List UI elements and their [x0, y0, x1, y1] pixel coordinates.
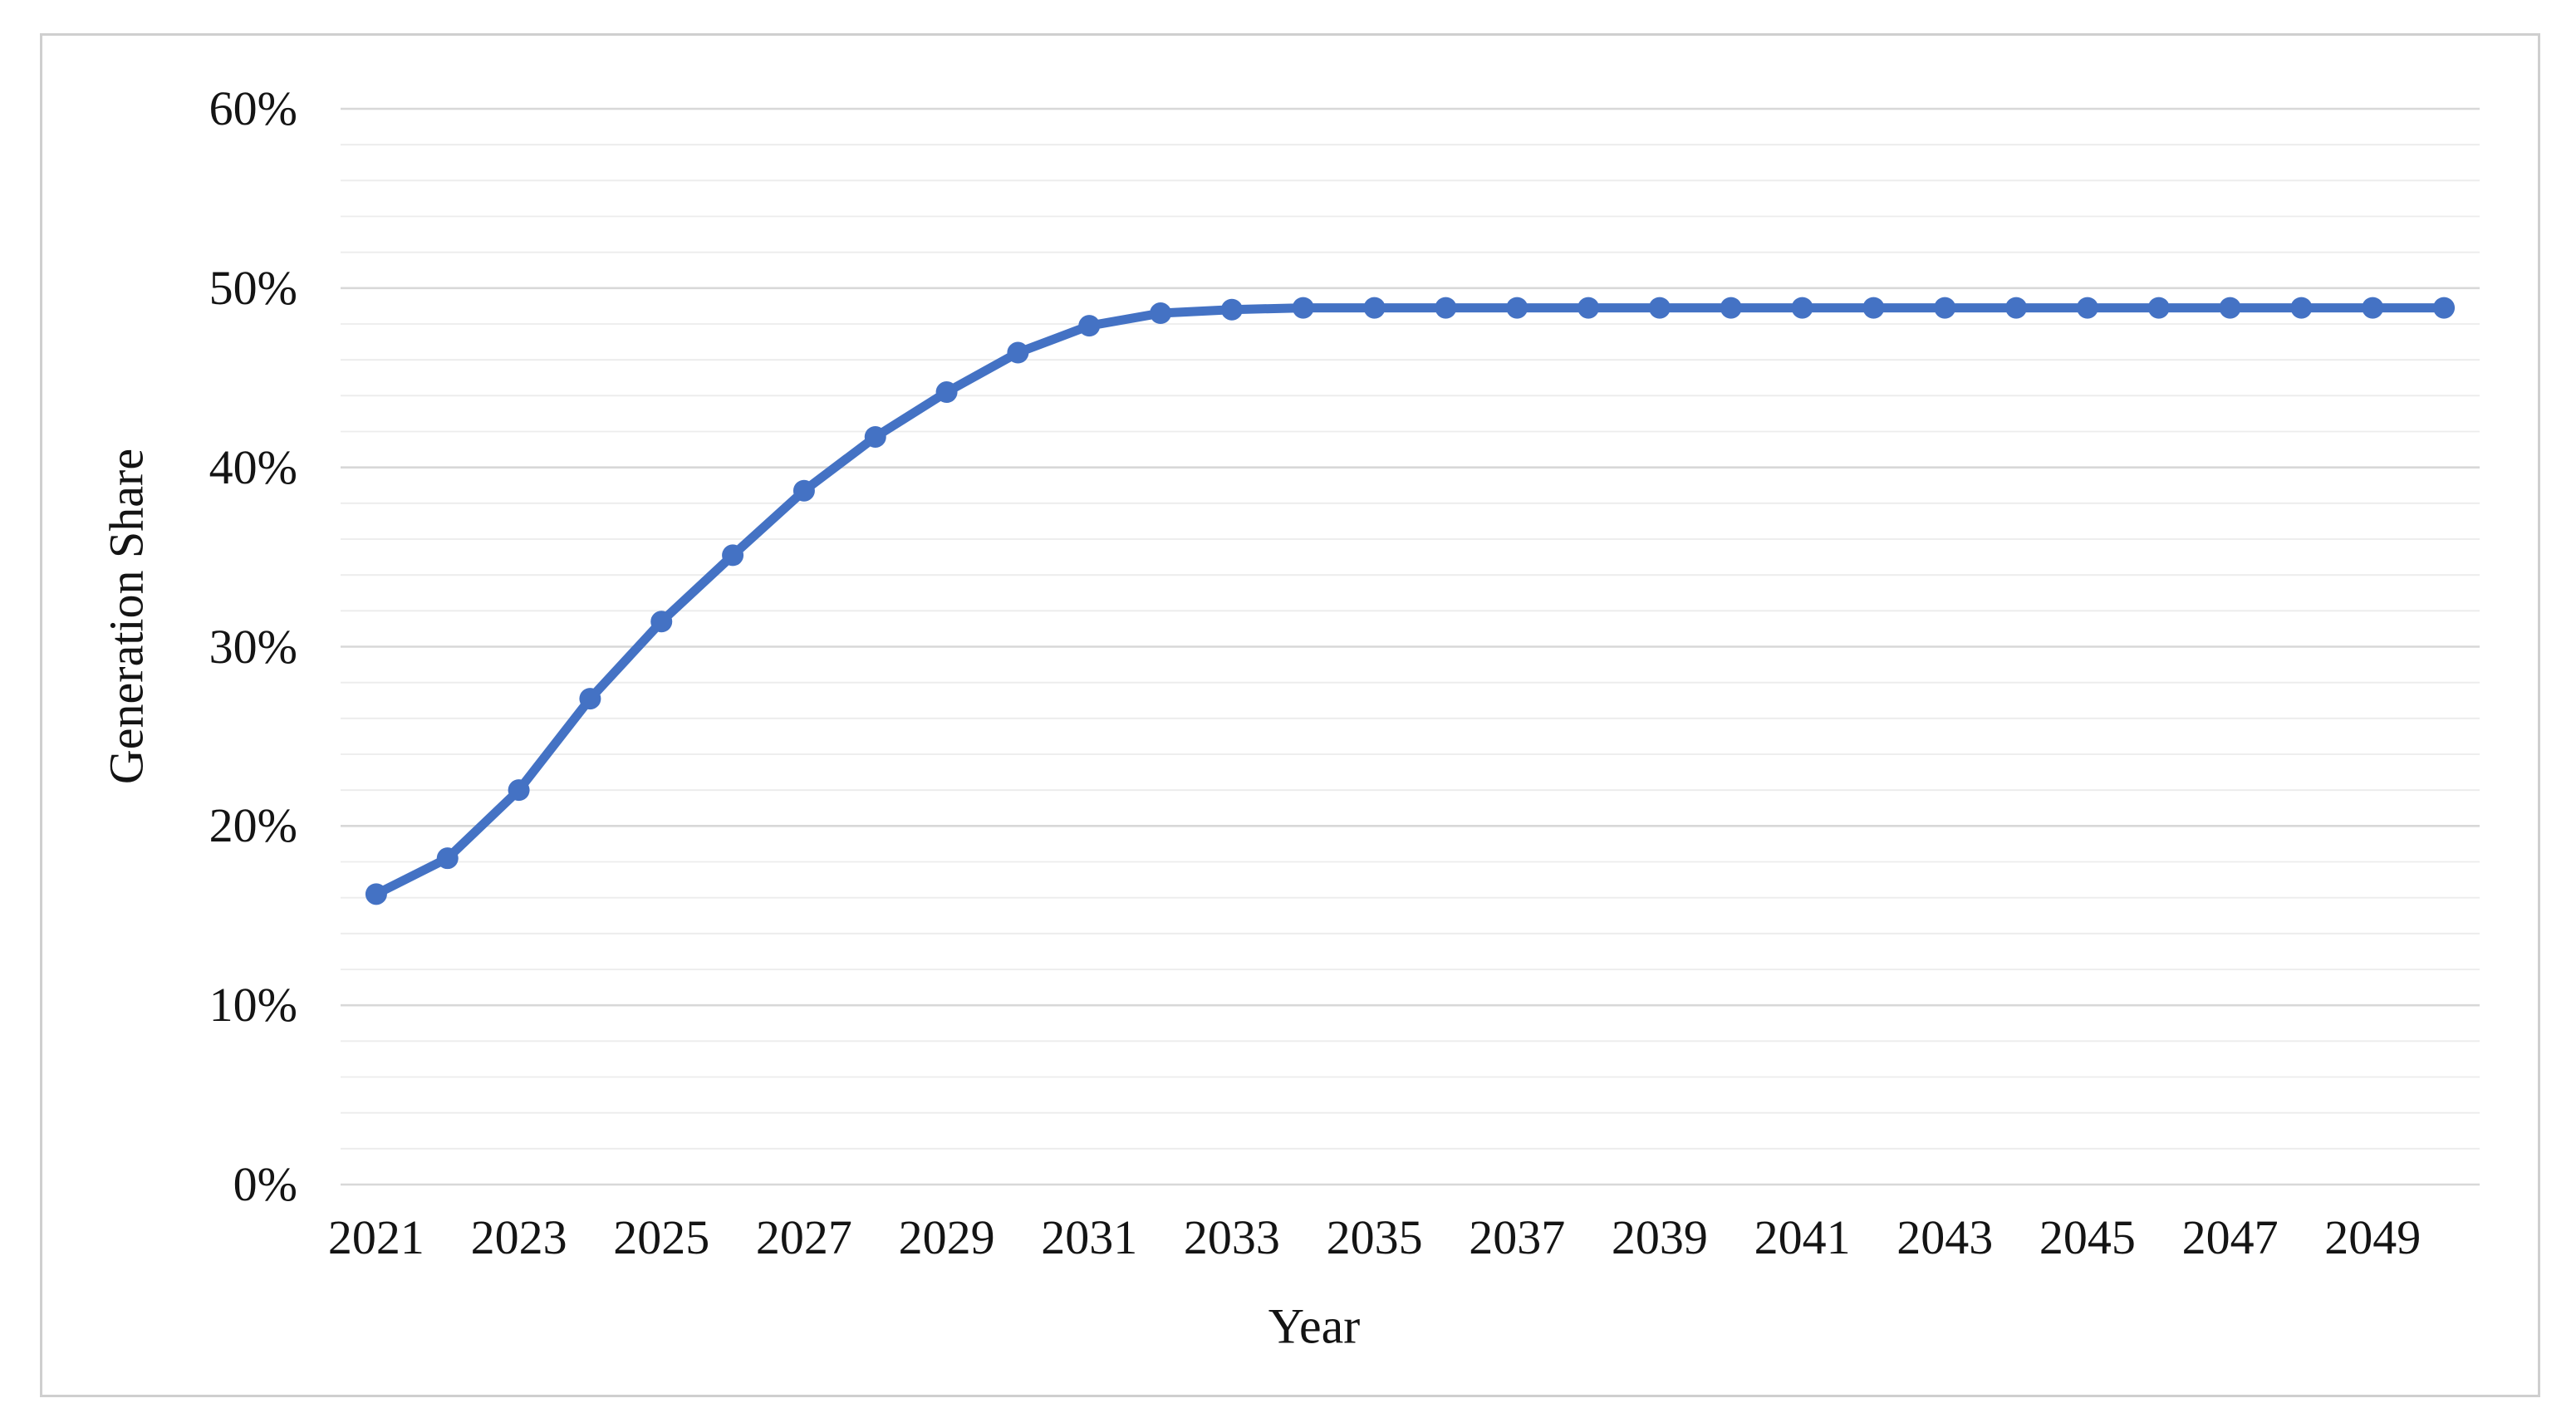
y-tick-label: 30%: [209, 619, 297, 674]
chart-frame: [40, 33, 2540, 1397]
data-point-marker: [2219, 297, 2241, 319]
x-axis-title: Year: [1268, 1298, 1361, 1354]
x-tick-label: 2031: [1041, 1210, 1138, 1264]
data-point-marker: [1150, 302, 1172, 325]
data-point-marker: [650, 611, 673, 633]
x-tick-label: 2043: [1896, 1210, 1994, 1264]
data-point-marker: [792, 479, 815, 502]
data-point-marker: [579, 688, 601, 710]
y-tick-label: 50%: [209, 260, 297, 315]
line-chart: [341, 107, 2480, 1186]
data-point-marker: [1720, 297, 1742, 319]
x-tick-label: 2029: [898, 1210, 995, 1264]
data-point-marker: [1435, 297, 1457, 319]
x-tick-label: 2045: [2039, 1210, 2136, 1264]
data-point-marker: [1648, 297, 1671, 319]
data-point-marker: [2362, 297, 2384, 319]
data-point-marker: [1577, 297, 1600, 319]
x-tick-label: 2037: [1469, 1210, 1566, 1264]
data-point-marker: [2076, 297, 2098, 319]
data-point-marker: [1363, 297, 1386, 319]
data-point-marker: [365, 883, 387, 905]
x-tick-label: 2041: [1754, 1210, 1851, 1264]
x-tick-label: 2023: [470, 1210, 567, 1264]
data-point-marker: [1007, 341, 1029, 364]
data-point-marker: [2290, 297, 2313, 319]
x-tick-label: 2049: [2324, 1210, 2421, 1264]
data-point-marker: [1791, 297, 1813, 319]
data-point-marker: [2147, 297, 2170, 319]
x-tick-label: 2025: [613, 1210, 710, 1264]
x-tick-label: 2033: [1183, 1210, 1280, 1264]
y-tick-label: 20%: [209, 798, 297, 853]
x-tick-label: 2047: [2181, 1210, 2279, 1264]
x-tick-label: 2027: [755, 1210, 852, 1264]
data-point-marker: [1078, 315, 1101, 337]
data-point-marker: [864, 425, 886, 448]
data-point-marker: [1506, 297, 1528, 319]
x-tick-label: 2021: [327, 1210, 424, 1264]
data-point-marker: [1862, 297, 1885, 319]
data-point-marker: [2433, 297, 2456, 319]
data-point-marker: [1292, 297, 1314, 319]
data-point-marker: [935, 381, 958, 404]
data-point-marker: [436, 847, 459, 870]
x-tick-label: 2039: [1611, 1210, 1708, 1264]
y-tick-label: 10%: [209, 978, 297, 1033]
y-tick-label: 0%: [233, 1157, 297, 1211]
plot-area: [341, 107, 2480, 1186]
y-tick-label: 40%: [209, 439, 297, 494]
series-line: [371, 303, 2449, 899]
data-point-marker: [1220, 298, 1243, 321]
x-tick-label: 2035: [1326, 1210, 1423, 1264]
data-point-marker: [1934, 297, 1956, 319]
y-axis-title: Generation Share: [99, 448, 154, 785]
data-point-marker: [722, 544, 744, 567]
data-point-marker: [2005, 297, 2028, 319]
y-tick-label: 60%: [209, 81, 297, 135]
data-point-marker: [508, 779, 530, 802]
